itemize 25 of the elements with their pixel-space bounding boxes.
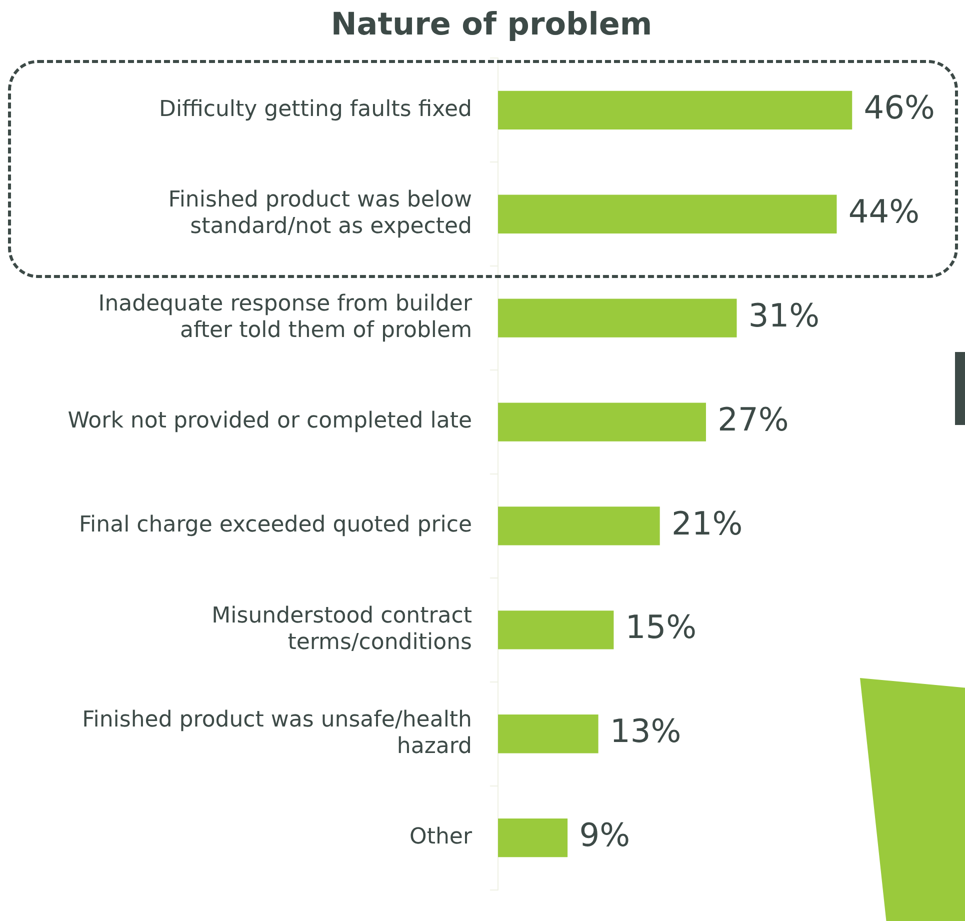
data-label: 13% [610,712,682,750]
bar [498,818,568,858]
data-label: 46% [864,88,935,126]
y-tick-label: Misunderstood contract terms/conditions [212,603,472,655]
y-tick-label: Work not provided or completed late [68,408,472,434]
bar [498,610,614,650]
data-label: 27% [718,400,789,438]
data-label: 9% [579,816,630,854]
chart-title: Nature of problem [330,6,652,43]
bar [498,194,837,234]
bar [498,714,598,754]
y-tick-label: Difficulty getting faults fixed [159,96,472,122]
bar [498,90,852,130]
bar [498,402,706,442]
data-label: 15% [625,608,696,646]
y-tick-label: Final charge exceeded quoted price [78,512,472,538]
y-tick-label: Finished product was unsafe/health hazard [82,707,472,759]
y-tick-label: Other [410,824,473,850]
data-label: 21% [672,504,743,542]
y-tick-label: Finished product was below standard/not as expected [168,188,472,240]
bar [498,298,737,338]
bar [498,506,660,546]
data-label: 44% [848,192,920,230]
data-label: 31% [748,296,820,334]
y-tick-label: Inadequate response from builder after told them of problem [98,292,473,343]
